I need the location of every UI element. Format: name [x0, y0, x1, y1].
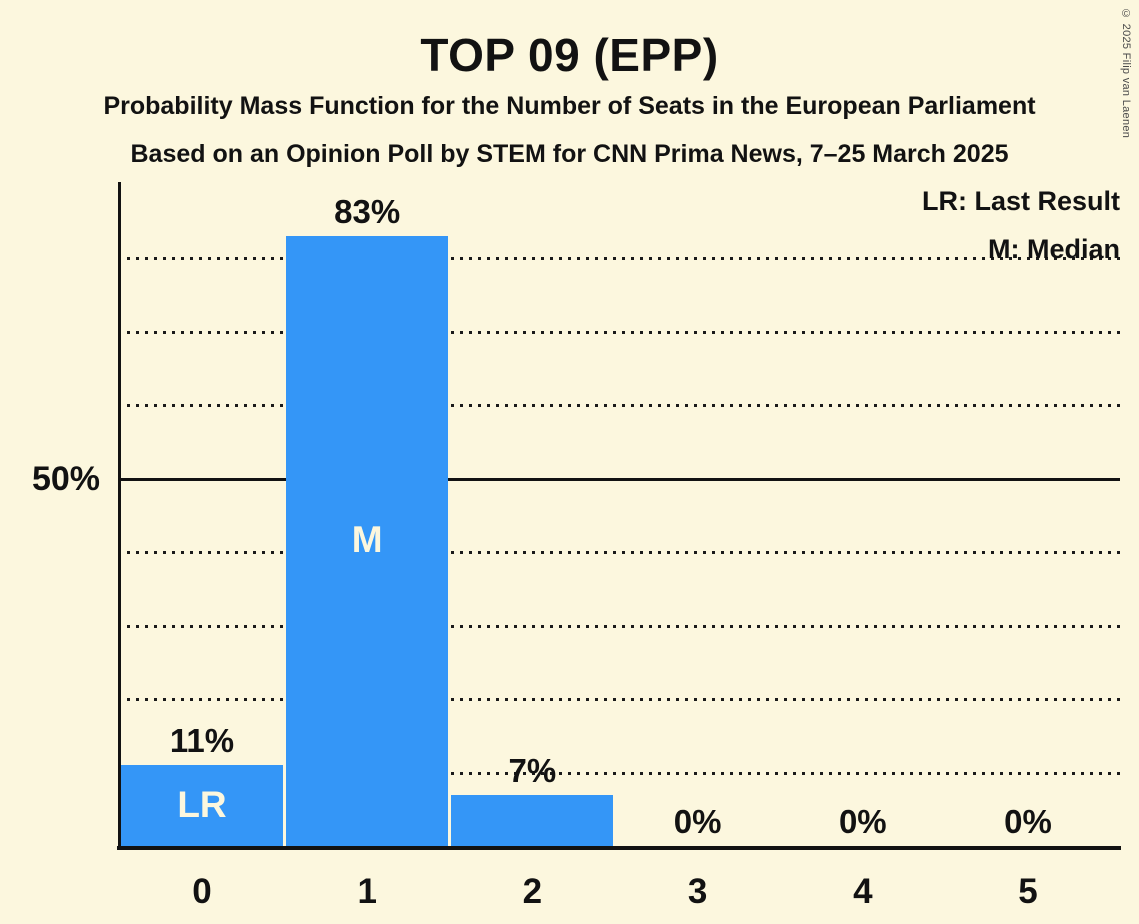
bar-value-label-5: 0% [1004, 803, 1052, 840]
x-tick-label-5: 5 [1018, 872, 1038, 911]
x-tick-label-2: 2 [522, 872, 543, 911]
bar-value-label-3: 0% [673, 803, 722, 840]
bar-annotation-lr: LR [177, 783, 227, 825]
chart-subtitle-line1: Probability Mass Function for the Number… [103, 92, 1036, 120]
bar-seats-0 [121, 765, 283, 849]
chart-title: TOP 09 (EPP) [420, 29, 719, 81]
x-tick-label-1: 1 [357, 872, 377, 911]
bar-annotation-m: M [351, 518, 383, 560]
gridline-60pct [118, 404, 1120, 407]
gridline-30pct [118, 624, 1120, 628]
y-axis-tick-label-50: 50% [31, 460, 100, 498]
bar-value-label-2: 7% [508, 751, 557, 789]
bar-seats-2 [451, 794, 614, 849]
gridline-10pct [118, 771, 1120, 775]
gridline-80pct [118, 257, 1120, 260]
legend-median: M: Median [988, 234, 1120, 264]
bar-seats-1 [286, 235, 449, 849]
gridline-50pct-solid [118, 477, 1120, 481]
bar-value-label-4: 0% [838, 803, 887, 840]
copyright-note: © 2025 Filip van Laenen [1120, 8, 1132, 139]
chart-subtitle-line2: Based on an Opinion Poll by STEM for CNN… [130, 140, 1009, 168]
gridline-40pct [118, 551, 1120, 554]
legend-last-result: LR: Last Result [921, 186, 1120, 216]
bar-value-label-0: 11% [169, 722, 235, 760]
gridline-20pct [118, 698, 1120, 701]
x-tick-label-0: 0 [192, 872, 212, 911]
gridline-70pct [118, 330, 1120, 334]
bar-value-label-1: 83% [334, 192, 401, 230]
y-axis-line [118, 182, 121, 850]
x-axis-line [117, 846, 1121, 850]
x-tick-label-4: 4 [853, 872, 873, 911]
x-tick-label-3: 3 [687, 872, 708, 911]
